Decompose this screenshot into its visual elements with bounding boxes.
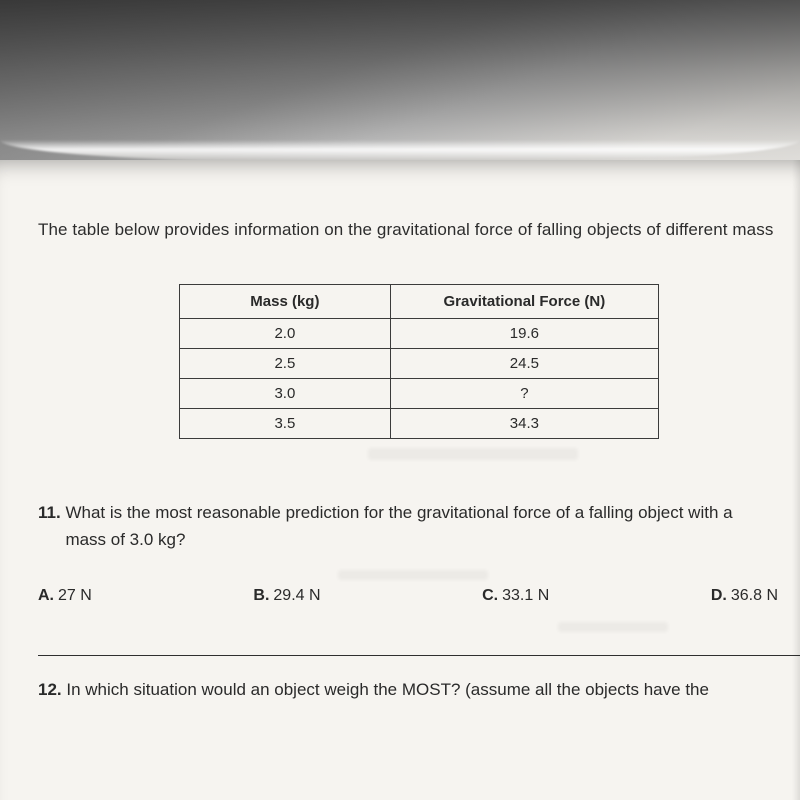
choice-label: B. (253, 587, 269, 604)
section-divider (38, 655, 800, 656)
cell-force: 19.6 (390, 319, 658, 349)
question-number: 12. (38, 680, 62, 699)
page-surface: The table below provides information on … (0, 160, 800, 800)
cell-mass: 3.0 (180, 379, 391, 409)
cell-mass: 3.5 (180, 409, 391, 439)
ghost-text (558, 622, 668, 632)
table-row: 2.5 24.5 (180, 349, 659, 379)
question-11: 11. What is the most reasonable predicti… (38, 499, 800, 553)
table-row: 2.0 19.6 (180, 319, 659, 349)
col-header-force: Gravitational Force (N) (390, 285, 658, 319)
choice-value: 36.8 N (731, 587, 778, 604)
question-text: In which situation would an object weigh… (66, 680, 709, 699)
cell-force: 24.5 (390, 349, 658, 379)
answer-choices: A.27 N B.29.4 N C.33.1 N D.36.8 N (38, 587, 778, 605)
choice-label: C. (482, 587, 498, 604)
table-row: 3.0 ? (180, 379, 659, 409)
choice-value: 33.1 N (502, 587, 549, 604)
choice-label: D. (711, 587, 727, 604)
cell-mass: 2.0 (180, 319, 391, 349)
choice-label: A. (38, 587, 54, 604)
question-text-line1: What is the most reasonable prediction f… (65, 503, 732, 522)
question-number: 11. (38, 503, 61, 522)
page-content: The table below provides information on … (38, 220, 800, 800)
cell-force: 34.3 (390, 409, 658, 439)
ghost-text (368, 448, 578, 460)
choice-a: A.27 N (38, 587, 92, 605)
ghost-text (338, 570, 488, 580)
data-table: Mass (kg) Gravitational Force (N) 2.0 19… (179, 284, 659, 439)
choice-b: B.29.4 N (253, 587, 320, 605)
col-header-mass: Mass (kg) (180, 285, 391, 319)
cell-mass: 2.5 (180, 349, 391, 379)
intro-text: The table below provides information on … (38, 220, 800, 240)
choice-value: 29.4 N (273, 587, 320, 604)
table-row: 3.5 34.3 (180, 409, 659, 439)
choice-value: 27 N (58, 587, 92, 604)
choice-d: D.36.8 N (711, 587, 778, 605)
choice-c: C.33.1 N (482, 587, 549, 605)
question-12: 12. In which situation would an object w… (38, 680, 800, 700)
table-wrap: Mass (kg) Gravitational Force (N) 2.0 19… (38, 284, 800, 439)
photo-background: The table below provides information on … (0, 0, 800, 800)
question-text-line2: mass of 3.0 kg? (65, 530, 185, 549)
cell-force: ? (390, 379, 658, 409)
